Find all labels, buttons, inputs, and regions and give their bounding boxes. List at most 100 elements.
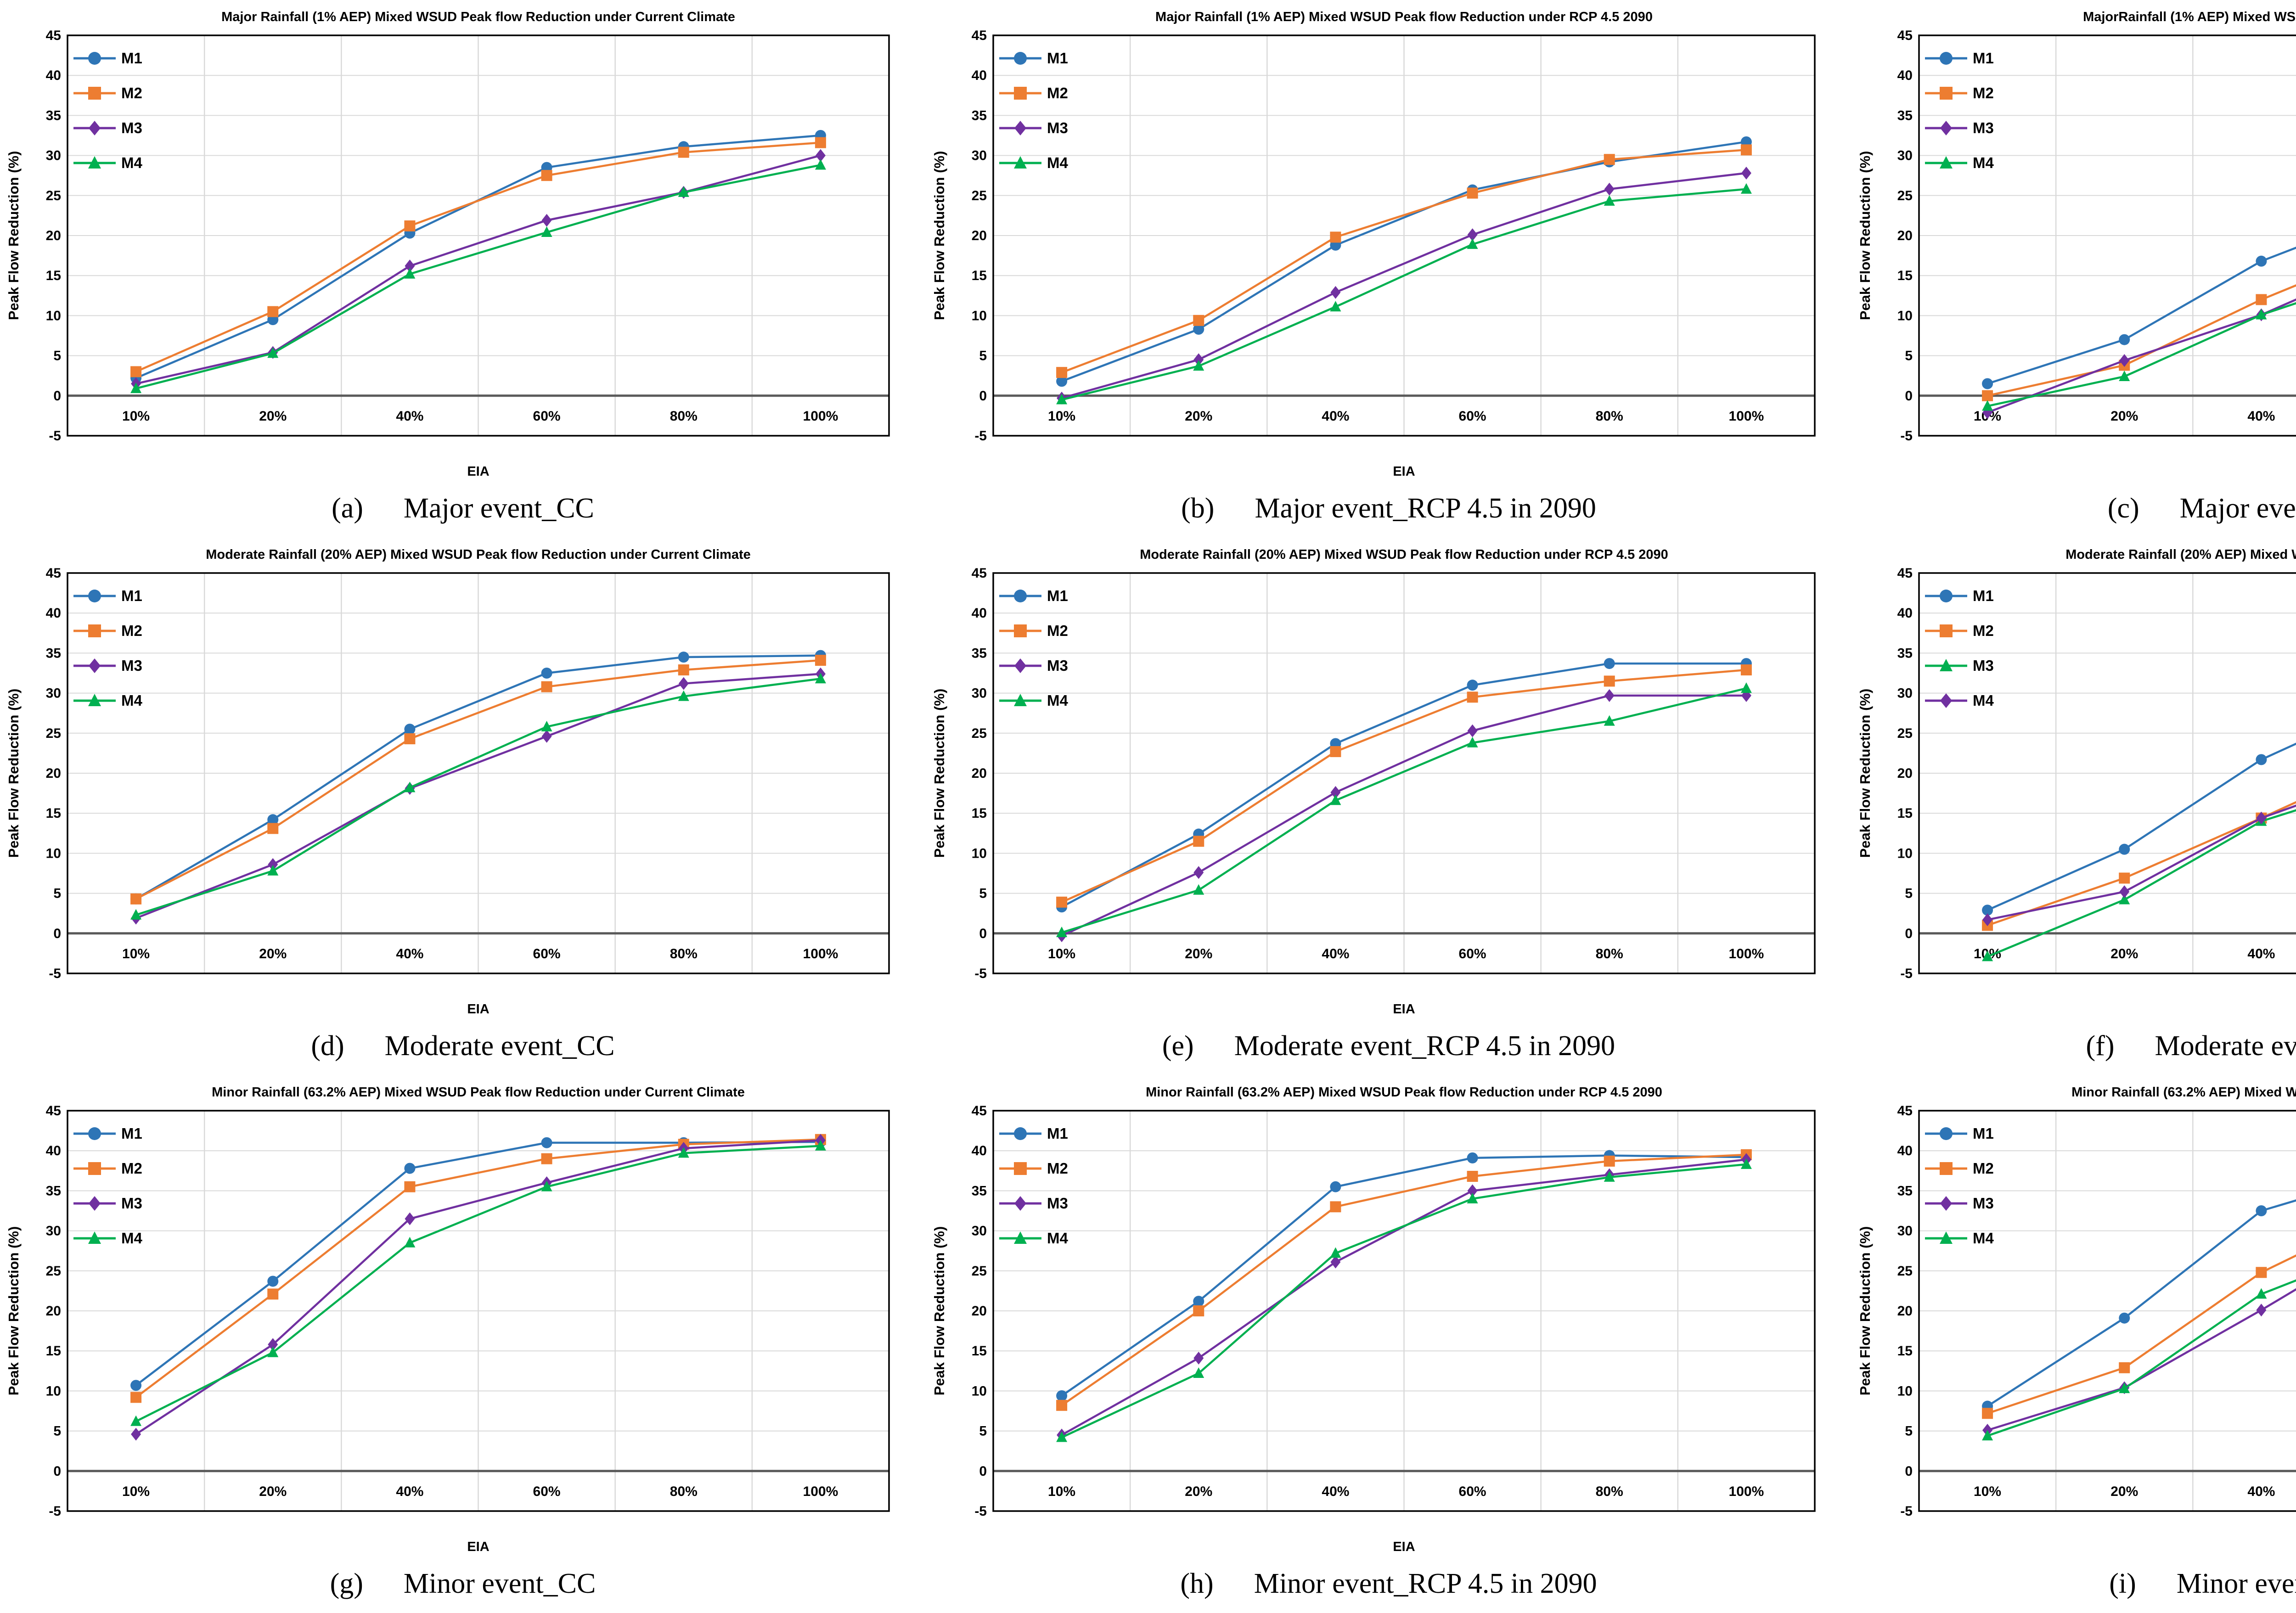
legend-label: M4 xyxy=(121,154,142,171)
svg-text:20%: 20% xyxy=(259,1484,287,1499)
chart-b: 45 40 35 30 25 20 15 10 5 0 -5 10% 20% 40% 60% 80% 100% M… xyxy=(926,0,1851,538)
svg-text:0: 0 xyxy=(53,1464,61,1479)
svg-text:0: 0 xyxy=(979,926,987,941)
series-M4 xyxy=(130,673,826,920)
chart-g-caption: (g) Minor event_CC xyxy=(0,1555,926,1613)
caption-label: (g) xyxy=(330,1568,363,1599)
chart-h: 45 40 35 30 25 20 15 10 5 0 -5 10% 20% 40% 60% 80% 100% M… xyxy=(926,1075,1851,1613)
caption-text: Major event_CC xyxy=(403,493,594,524)
svg-text:40%: 40% xyxy=(1322,409,1349,424)
y-tick-labels: 45 40 35 30 25 20 15 10 5 0 -5 xyxy=(46,1103,61,1519)
svg-text:10%: 10% xyxy=(1048,1484,1075,1499)
chart-d: 45 40 35 30 25 20 15 10 5 0 -5 10% 20% 40% 60% 80% 100% M… xyxy=(0,538,926,1075)
svg-text:10: 10 xyxy=(972,308,987,323)
svg-text:45: 45 xyxy=(1897,566,1913,581)
svg-text:25: 25 xyxy=(972,188,987,203)
svg-text:35: 35 xyxy=(46,108,61,123)
x-tick-labels: 10%20%40%60%80%100% xyxy=(1974,409,2275,424)
caption-label: (d) xyxy=(311,1030,344,1062)
y-axis-title: Peak Flow Reduction (%) xyxy=(6,151,22,320)
legend-item-M2: M2 xyxy=(73,1160,142,1177)
legend-label: M1 xyxy=(121,587,142,604)
y-tick-labels: 45 40 35 30 25 20 15 10 5 0 -5 xyxy=(972,566,987,981)
chart-title: Moderate Rainfall (20% AEP) Mixed WSUD P… xyxy=(1140,547,1668,562)
svg-text:0: 0 xyxy=(1905,388,1913,404)
chart-c: 454035302520151050-510%20%40%60%80%100%M… xyxy=(1851,0,2296,538)
legend-label: M2 xyxy=(1973,84,1994,101)
series-M2 xyxy=(1056,664,1752,908)
legend-label: M2 xyxy=(121,1160,142,1177)
legend-label: M3 xyxy=(1973,1195,1994,1212)
svg-text:80%: 80% xyxy=(670,409,698,424)
series-M1 xyxy=(1982,1199,2296,1412)
x-tick-labels: 10%20%40%60%80%100% xyxy=(1048,946,1764,961)
legend-item-M3: M3 xyxy=(999,119,1068,136)
svg-text:20: 20 xyxy=(1897,228,1913,243)
chart-h-caption: (h) Minor event_RCP 4.5 in 2090 xyxy=(926,1555,1851,1613)
x-tick-labels: 10%20%40%60%80%100% xyxy=(1048,409,1764,424)
svg-text:40%: 40% xyxy=(396,409,423,424)
svg-text:5: 5 xyxy=(1905,886,1913,901)
svg-text:35: 35 xyxy=(1897,646,1913,661)
svg-text:20: 20 xyxy=(46,766,61,781)
svg-text:40%: 40% xyxy=(2247,1484,2275,1499)
series-M2 xyxy=(1056,1149,1752,1411)
svg-text:30: 30 xyxy=(972,148,987,163)
svg-text:40: 40 xyxy=(972,606,987,621)
svg-text:35: 35 xyxy=(1897,1183,1913,1198)
x-tick-labels: 10%20%40%60%80%100% xyxy=(122,946,838,961)
series-M3 xyxy=(1982,809,2296,961)
svg-text:20: 20 xyxy=(972,228,987,243)
svg-text:15: 15 xyxy=(972,806,987,821)
svg-text:20: 20 xyxy=(972,766,987,781)
y-axis-title: Peak Flow Reduction (%) xyxy=(1857,689,1873,858)
legend: M1 M2 M3 M4 xyxy=(1925,50,1994,171)
legend-label: M1 xyxy=(1047,1125,1068,1142)
svg-text:10%: 10% xyxy=(1974,1484,2001,1499)
plot-border xyxy=(1918,1110,2296,1512)
plot-border xyxy=(992,572,1816,974)
svg-text:0: 0 xyxy=(53,388,61,404)
series-M4 xyxy=(130,1140,826,1426)
y-tick-labels: 45 40 35 30 25 20 15 10 5 0 -5 xyxy=(1897,1103,1913,1519)
svg-text:40%: 40% xyxy=(2247,946,2275,961)
x-tick-labels: 10%20%40%60%80%100% xyxy=(122,409,838,424)
legend-label: M2 xyxy=(1047,622,1068,639)
caption-text: Minor event_RCP 8.5 in 2090 xyxy=(2176,1568,2296,1599)
legend-item-M1: M1 xyxy=(1925,50,1994,67)
chart-e: 45 40 35 30 25 20 15 10 5 0 -5 10% 20% 40% 60% 80% 100% M… xyxy=(926,538,1851,1075)
legend-item-M4: M4 xyxy=(999,692,1068,709)
chart-g: 45 40 35 30 25 20 15 10 5 0 -5 10% 20% 40% 60% 80% 100% M… xyxy=(0,1075,926,1613)
series-M1 xyxy=(1982,742,2296,916)
svg-text:20: 20 xyxy=(46,1304,61,1319)
svg-text:40%: 40% xyxy=(396,1484,423,1499)
caption-label: (h) xyxy=(1180,1568,1214,1599)
svg-text:-5: -5 xyxy=(974,1504,987,1519)
svg-text:25: 25 xyxy=(1897,726,1913,741)
legend-label: M3 xyxy=(121,1195,142,1212)
x-tick-labels: 10%20%40%60%80%100% xyxy=(1974,1484,2275,1499)
legend-label: M3 xyxy=(1047,119,1068,136)
legend-item-M3: M3 xyxy=(1925,1195,1994,1212)
legend-label: M2 xyxy=(1047,1160,1068,1177)
y-axis-title: Peak Flow Reduction (%) xyxy=(1857,151,1873,320)
svg-text:25: 25 xyxy=(972,726,987,741)
legend-item-M1: M1 xyxy=(73,50,142,67)
svg-text:40: 40 xyxy=(46,1143,61,1158)
svg-text:25: 25 xyxy=(46,188,61,203)
svg-text:-5: -5 xyxy=(1900,1504,1913,1519)
svg-text:80%: 80% xyxy=(670,1484,698,1499)
svg-text:5: 5 xyxy=(53,348,61,364)
svg-text:40%: 40% xyxy=(2247,409,2275,424)
series-M2 xyxy=(130,137,826,377)
svg-text:45: 45 xyxy=(46,1103,61,1118)
svg-text:25: 25 xyxy=(46,726,61,741)
svg-text:100%: 100% xyxy=(803,946,838,961)
legend-item-M4: M4 xyxy=(1925,692,1994,709)
legend-item-M1: M1 xyxy=(999,50,1068,67)
svg-text:100%: 100% xyxy=(803,409,838,424)
svg-text:10: 10 xyxy=(1897,1383,1913,1399)
legend-item-M2: M2 xyxy=(999,1160,1068,1177)
legend-label: M1 xyxy=(1973,1125,1994,1142)
chart-title: MajorRainfall (1% AEP) Mixed WSUD Peak f… xyxy=(2083,10,2296,24)
